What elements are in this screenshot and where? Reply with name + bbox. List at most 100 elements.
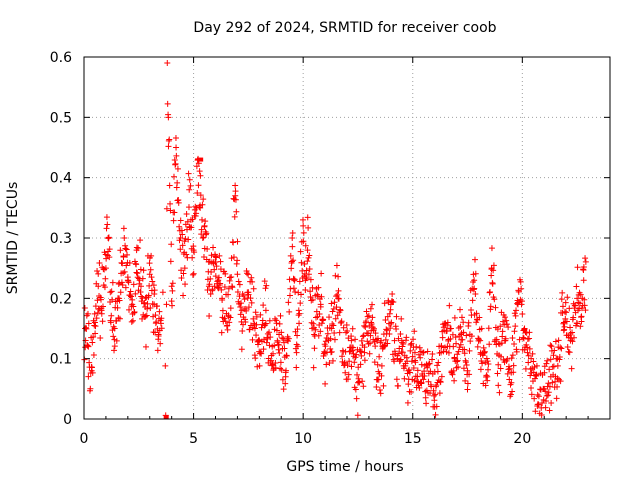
data-point: [224, 326, 231, 333]
data-point: [500, 318, 507, 325]
data-point: [416, 344, 423, 351]
data-point: [185, 170, 192, 177]
data-point: [262, 285, 269, 292]
data-point: [89, 339, 96, 346]
data-point: [101, 266, 108, 273]
data-point: [453, 340, 460, 347]
data-point: [191, 249, 198, 256]
data-point: [388, 319, 395, 326]
data-point: [518, 298, 525, 305]
data-point: [98, 310, 105, 317]
data-point: [107, 319, 114, 326]
data-point: [360, 383, 367, 390]
data-point: [378, 337, 385, 344]
data-point: [489, 280, 496, 287]
data-point: [495, 382, 502, 389]
data-point: [555, 337, 562, 344]
data-point: [572, 302, 579, 309]
data-point: [533, 371, 540, 378]
data-point: [468, 306, 475, 313]
data-point: [249, 278, 256, 285]
data-point: [466, 347, 473, 354]
data-point: [275, 342, 282, 349]
data-point: [117, 289, 124, 296]
data-point: [210, 258, 217, 265]
data-point: [243, 307, 250, 314]
data-point: [133, 244, 140, 251]
data-point: [186, 176, 193, 183]
data-point: [196, 168, 203, 175]
data-point: [172, 160, 179, 167]
data-point: [331, 329, 338, 336]
data-point: [349, 347, 356, 354]
data-point: [91, 310, 98, 317]
data-point: [326, 324, 333, 331]
data-point: [289, 243, 296, 250]
data-point: [162, 362, 169, 369]
data-point: [416, 384, 423, 391]
data-point: [328, 348, 335, 355]
data-point: [84, 342, 91, 349]
data-point: [504, 370, 511, 377]
data-point: [488, 272, 495, 279]
data-point: [221, 268, 228, 275]
data-point: [341, 359, 348, 366]
data-point: [310, 320, 317, 327]
data-point: [386, 330, 393, 337]
data-point: [485, 325, 492, 332]
data-point: [400, 340, 407, 347]
data-point: [387, 306, 394, 313]
data-point: [207, 275, 214, 282]
data-point: [580, 277, 587, 284]
data-point: [462, 359, 469, 366]
data-point: [451, 377, 458, 384]
data-point: [296, 278, 303, 285]
data-point: [337, 307, 344, 314]
data-point: [450, 343, 457, 350]
data-point: [350, 344, 357, 351]
data-point: [297, 248, 304, 255]
data-point: [318, 270, 325, 277]
data-point: [311, 331, 318, 338]
data-point: [120, 254, 127, 261]
data-point: [487, 303, 494, 310]
data-point: [85, 343, 92, 350]
data-point: [281, 345, 288, 352]
data-point: [363, 329, 370, 336]
data-point: [133, 269, 140, 276]
data-point: [167, 200, 174, 207]
data-point: [463, 361, 470, 368]
data-point: [327, 345, 334, 352]
data-point: [469, 297, 476, 304]
data-point: [433, 403, 440, 410]
data-point: [366, 350, 373, 357]
data-point: [124, 251, 131, 258]
data-point: [497, 365, 504, 372]
data-point: [546, 366, 553, 373]
data-point: [361, 322, 368, 329]
data-point: [189, 254, 196, 261]
data-point: [399, 349, 406, 356]
data-point: [552, 338, 559, 345]
data-point: [203, 230, 210, 237]
data-point: [209, 286, 216, 293]
data-point: [427, 390, 434, 397]
data-point: [552, 378, 559, 385]
data-point: [395, 335, 402, 342]
data-point: [134, 274, 141, 281]
y-tick-label: 0.1: [50, 352, 72, 368]
data-point: [327, 335, 334, 342]
data-point: [213, 263, 220, 270]
data-point: [440, 348, 447, 355]
data-point: [578, 318, 585, 325]
data-point: [145, 292, 152, 299]
data-point: [543, 397, 550, 404]
data-point: [197, 172, 204, 179]
data-point: [289, 235, 296, 241]
data-point: [307, 288, 314, 295]
data-point: [546, 383, 553, 390]
data-point: [562, 299, 569, 306]
data-point: [359, 378, 366, 385]
data-point: [286, 292, 293, 299]
data-point: [539, 399, 546, 406]
